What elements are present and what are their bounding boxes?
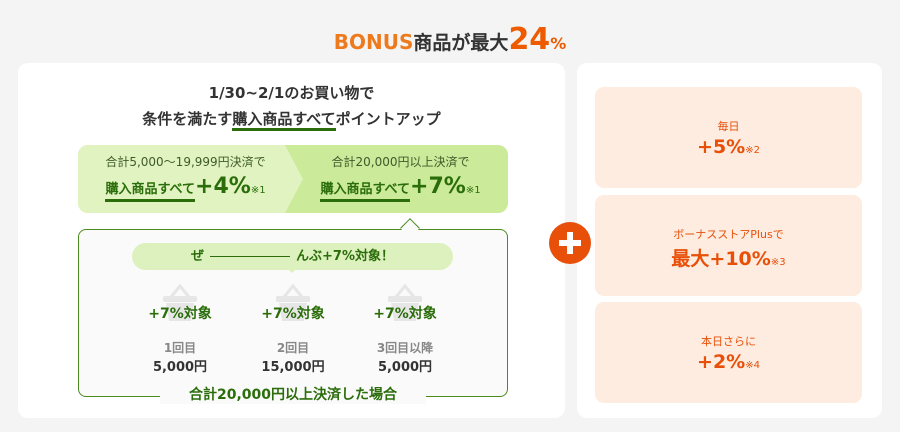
basket-icon [276,283,310,321]
tier-band: 合計5,000〜19,999円決済で 購入商品すべて+4%※1 合計20,000… [78,145,508,213]
bonus-store-plus: ボーナスストアPlusで 最大+10%※3 [595,195,862,296]
purchase-1: +7%対象 1回目 5,000円 [125,283,235,375]
page-title: BONUS商品が最大24% [333,22,567,57]
left-heading: 1/30~2/1のお買い物で 条件を満たす購入商品すべてポイントアップ [18,80,565,132]
bonus-logo: BONUS [333,30,414,54]
bonus-today: 本日さらに +2%※4 [595,302,862,403]
purchase-3: +7%対象 3回目以降 5,000円 [350,283,460,375]
bonus-daily: 毎日 +5%※2 [595,87,862,188]
purchase-2: +7%対象 2回目 15,000円 [238,283,348,375]
tier-2: 合計20,000円以上決済で 購入商品すべて+7%※1 [293,153,508,202]
tier-1: 合計5,000〜19,999円決済で 購入商品すべて+4%※1 [78,153,293,202]
basket-icon [388,283,422,321]
box-footer: 合計20,000円以上決済した場合 [160,384,426,404]
basket-icon [163,283,197,321]
all-items-pill: ぜんぶ+7%対象！ [132,243,453,270]
plus-icon [549,222,591,264]
